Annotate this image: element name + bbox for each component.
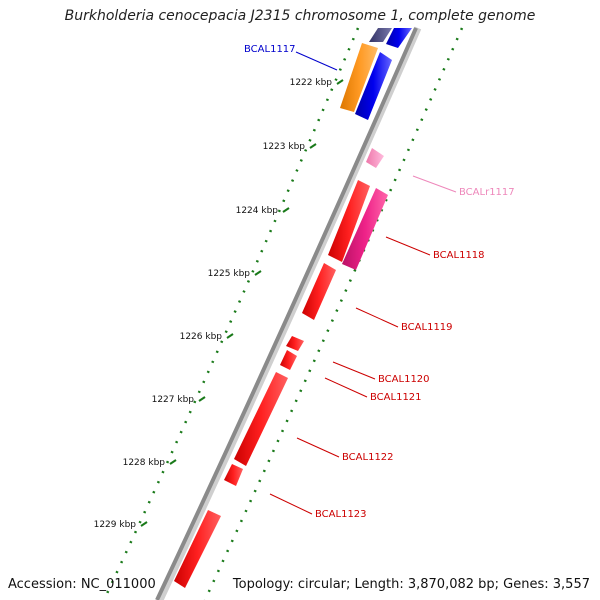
tick-label: 1229 kbp: [94, 520, 137, 530]
feature-BCAL1120[interactable]: [286, 336, 304, 351]
feature-BCAL1123[interactable]: [174, 510, 221, 588]
tick-mark: [140, 521, 148, 527]
feature-BCAL1118[interactable]: [328, 180, 370, 262]
tick-label: 1226 kbp: [180, 332, 223, 342]
leader-line: [355, 307, 399, 328]
feature-label-bcal1118[interactable]: BCAL1118: [433, 250, 485, 261]
tick-label: 1223 kbp: [263, 142, 306, 152]
tick-mark: [226, 333, 234, 339]
leader-line: [412, 175, 457, 193]
feature-orange[interactable]: [340, 43, 378, 112]
feature-BCALr1117[interactable]: [366, 148, 384, 168]
backbone: [155, 27, 418, 600]
tick-mark: [282, 207, 290, 213]
tick-label: 1224 kbp: [236, 206, 279, 216]
tick-mark: [169, 459, 177, 465]
feature-label-bcal1122[interactable]: BCAL1122: [342, 452, 394, 463]
leader-line: [269, 493, 313, 515]
feature-BCAL1122[interactable]: [234, 372, 288, 466]
leader-line: [332, 361, 376, 380]
map-title: Burkholderia cenocepacia J2315 chromosom…: [64, 8, 536, 24]
tick-label: 1227 kbp: [152, 395, 195, 405]
tick-mark: [254, 270, 262, 276]
feature-BCAL1121[interactable]: [280, 350, 297, 370]
leader-line: [296, 437, 340, 458]
feature-magenta[interactable]: [342, 188, 388, 270]
tick-mark: [336, 79, 344, 85]
feature-blue-top[interactable]: [386, 28, 412, 48]
feature-labels: BCAL1117 BCALr1117 BCAL1118 BCAL1119 BCAL112…: [244, 44, 515, 520]
feature-navy-top[interactable]: [369, 28, 392, 42]
tick-label: 1225 kbp: [208, 269, 251, 279]
feature-label-bcal1121[interactable]: BCAL1121: [370, 392, 422, 403]
tick-labels: 1222 kbp 1223 kbp 1224 kbp 1225 kbp 1226 kbp…: [94, 78, 344, 530]
feature-label-bcalr1117[interactable]: BCALr1117: [459, 187, 515, 198]
tick-label: 1228 kbp: [123, 458, 166, 468]
leader-line: [324, 377, 368, 398]
topology-text: Topology: circular; Length: 3,870,082 bp…: [232, 577, 590, 592]
feature-label-bcal1120[interactable]: BCAL1120: [378, 374, 430, 385]
feature-BCAL1117[interactable]: [355, 52, 392, 120]
tick-mark: [198, 396, 206, 402]
leader-line: [385, 236, 431, 256]
feature-label-bcal1117[interactable]: BCAL1117: [244, 44, 296, 55]
feature-label-bcal1123[interactable]: BCAL1123: [315, 509, 367, 520]
tick-label: 1222 kbp: [290, 78, 333, 88]
tick-mark: [309, 143, 317, 149]
feature-BCAL1123-small[interactable]: [224, 464, 243, 486]
leader-line: [295, 51, 338, 71]
feature-BCAL1119[interactable]: [302, 263, 336, 320]
gc-track-inner: [102, 27, 360, 600]
feature-label-bcal1119[interactable]: BCAL1119: [401, 322, 453, 333]
accession-text: Accession: NC_011000: [8, 577, 156, 592]
